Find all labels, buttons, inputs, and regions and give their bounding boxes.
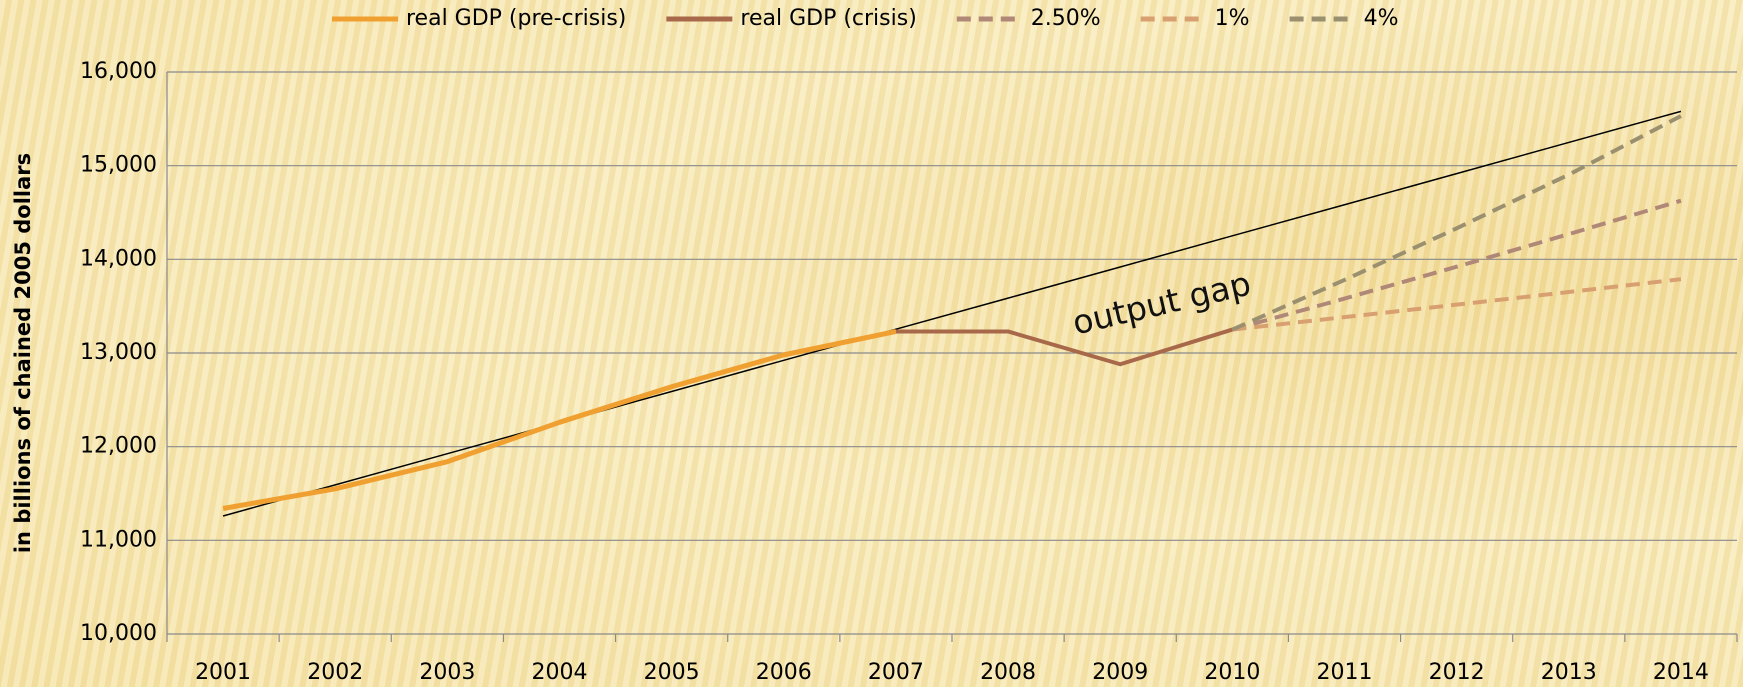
x-tick-label: 2006	[756, 660, 812, 685]
y-tick-label: 10,000	[80, 621, 157, 646]
x-tick-label: 2005	[644, 660, 700, 685]
x-tick-label: 2014	[1653, 660, 1709, 685]
legend-label: 2.50%	[1031, 6, 1101, 31]
y-tick-label: 16,000	[80, 59, 157, 84]
y-tick-label: 11,000	[80, 527, 157, 552]
trend-line	[222, 110, 1682, 517]
x-tick-label: 2009	[1092, 660, 1148, 685]
legend-label: 1%	[1215, 6, 1250, 31]
legend-label: real GDP (crisis)	[740, 6, 916, 31]
series-line	[1231, 198, 1682, 332]
x-tick-label: 2001	[195, 660, 251, 685]
x-tick-label: 2007	[868, 660, 924, 685]
x-tick-label: 2003	[419, 660, 475, 685]
x-tick-label: 2011	[1317, 660, 1373, 685]
x-tick-label: 2004	[532, 660, 588, 685]
legend-label: 4%	[1364, 6, 1399, 31]
x-tick-label: 2008	[980, 660, 1036, 685]
series-line	[1232, 277, 1682, 332]
y-axis-label: in billions of chained 2005 dollars	[11, 153, 35, 553]
y-tick-label: 12,000	[80, 434, 157, 459]
y-tick-label: 14,000	[80, 246, 157, 271]
x-tick-label: 2002	[307, 660, 363, 685]
x-tick-label: 2010	[1204, 660, 1260, 685]
y-tick-label: 13,000	[80, 340, 157, 365]
legend-label: real GDP (pre-crisis)	[406, 6, 626, 31]
series-line	[1231, 114, 1682, 332]
series-line	[222, 329, 897, 511]
series-line	[895, 327, 1233, 367]
y-tick-label: 15,000	[80, 153, 157, 178]
x-tick-label: 2013	[1541, 660, 1597, 685]
x-tick-label: 2012	[1429, 660, 1485, 685]
